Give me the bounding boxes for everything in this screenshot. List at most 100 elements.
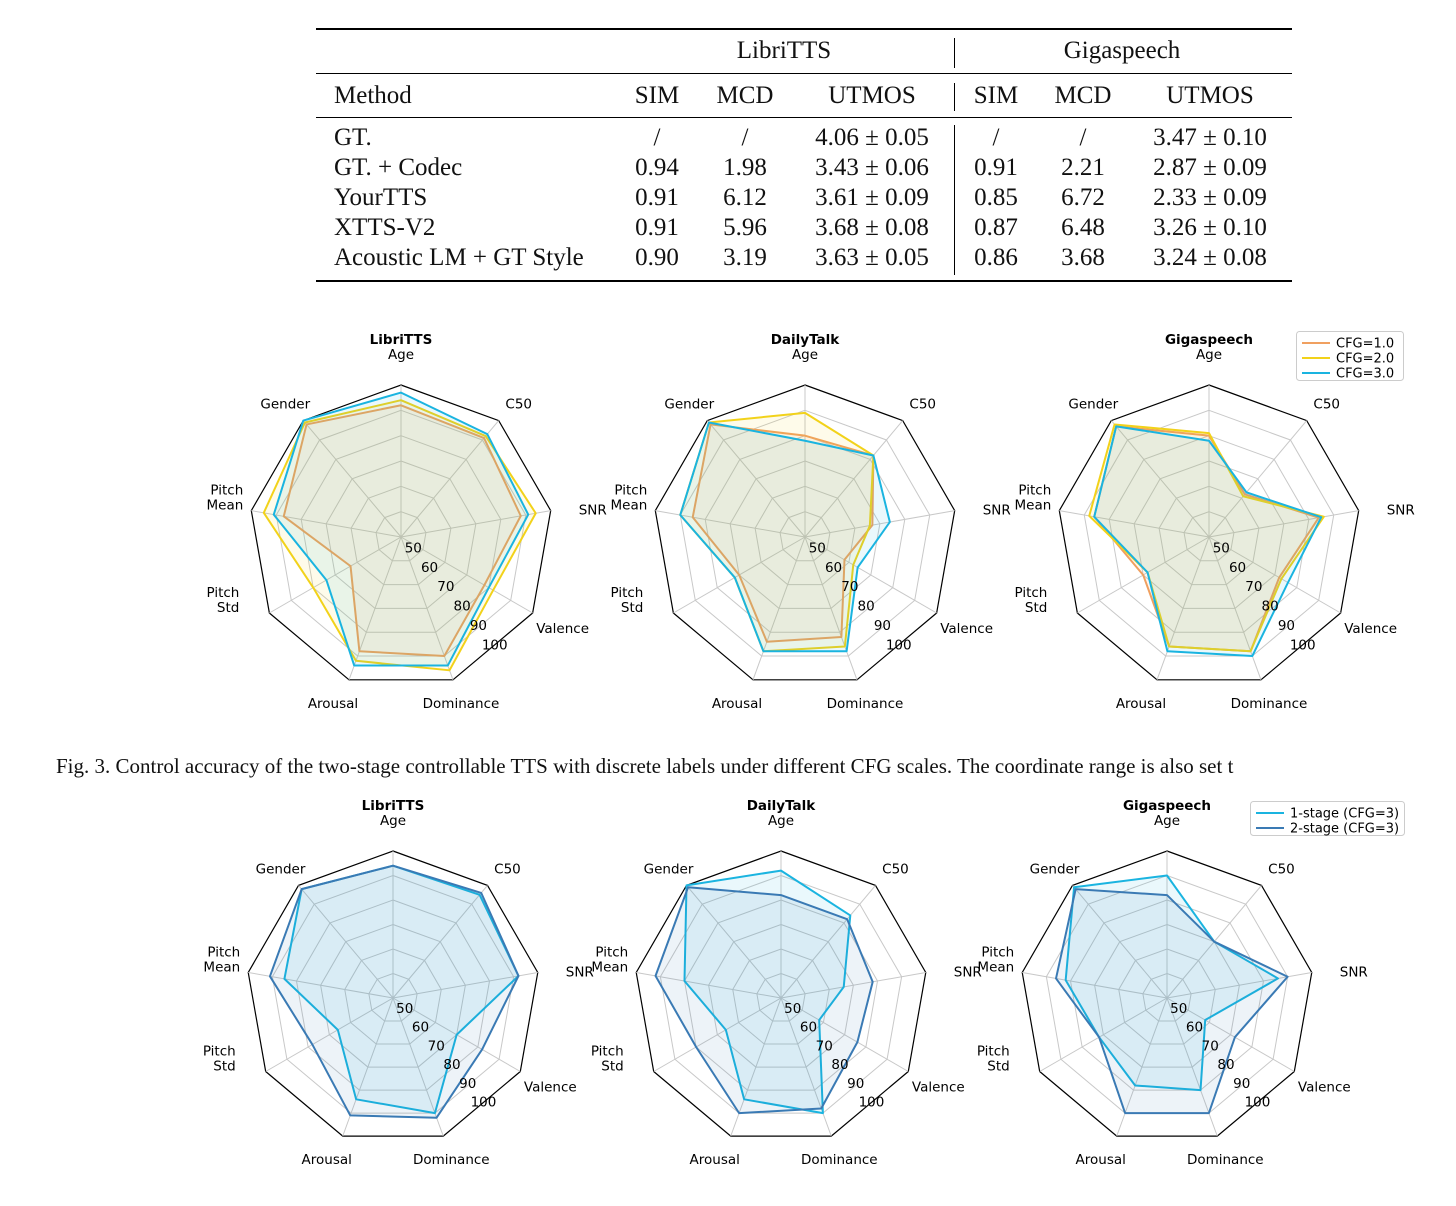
cell-giga-sim: 0.91 <box>974 154 1018 181</box>
cell-libri-mcd: 1.98 <box>723 154 767 181</box>
radar-axis-label: Gender <box>256 861 306 877</box>
results-table: LibriTTS Gigaspeech Method SIM MCD UTMOS… <box>316 28 1292 284</box>
cell-libri-mcd: 5.96 <box>723 214 767 241</box>
radar-axis-label: Pitch Std <box>977 1044 1010 1075</box>
radar-axis-label: C50 <box>882 861 909 877</box>
radar-gridline <box>704 435 906 633</box>
radar-gridline <box>1183 511 1235 562</box>
radar-axis-label: SNR <box>954 964 982 980</box>
radar-gridline <box>295 899 491 1091</box>
radar-tick-label: 80 <box>454 599 471 615</box>
radar-spoke <box>265 997 394 1072</box>
cell-giga-utmos: 2.33 ± 0.09 <box>1153 184 1267 211</box>
radar-series-cfg-1-0 <box>282 404 522 658</box>
radar-axis-label: Pitch Std <box>610 585 643 616</box>
cell-libri-utmos: 3.43 ± 0.06 <box>815 154 929 181</box>
radar-axis-label: Arousal <box>308 696 358 712</box>
cell-libri-sim: 0.90 <box>635 244 679 271</box>
radar-gridline <box>1108 435 1310 633</box>
radar-tick-label: 100 <box>471 1095 497 1111</box>
radar-axis-label: Valence <box>524 1080 577 1096</box>
cell-giga-utmos: 3.47 ± 0.10 <box>1153 124 1267 151</box>
radar-spoke <box>780 885 876 999</box>
radar-axis-label: Arousal <box>1116 696 1166 712</box>
radar-chart-title: LibriTTS <box>370 332 433 348</box>
radar-tick-label: 90 <box>1233 1076 1250 1092</box>
radar-spoke <box>1059 510 1210 538</box>
radar-gridline <box>344 948 442 1045</box>
radar-gridline <box>320 923 466 1068</box>
radar-axis-label: Arousal <box>690 1152 740 1168</box>
group-header-libritts: LibriTTS <box>736 37 832 64</box>
radar-tick-label: 100 <box>482 637 508 653</box>
radar-spoke <box>302 420 402 538</box>
cell-libri-sim: / <box>653 124 661 151</box>
radar-series-1-stage-cfg-3- <box>1064 874 1279 1092</box>
cell-giga-sim: 0.85 <box>974 184 1018 211</box>
radar-axis-label: Age <box>380 813 406 829</box>
legend-label: CFG=1.0 <box>1336 337 1394 352</box>
radar-chart-title: Gigaspeech <box>1165 332 1253 348</box>
cell-giga-sim: 0.86 <box>974 244 1018 271</box>
radar-tick-label: 80 <box>1262 599 1279 615</box>
radar-tick-label: 70 <box>428 1038 445 1054</box>
radar-spoke <box>400 510 551 538</box>
radar-gridline <box>679 409 931 657</box>
radar-axis-label: Age <box>1154 813 1180 829</box>
radar-gridline <box>375 511 427 562</box>
radar-tick-label: 90 <box>847 1076 864 1092</box>
radar-tick-label: 60 <box>825 560 842 576</box>
radar-chart-title: Gigaspeech <box>1123 798 1211 814</box>
cell-giga-mcd: 3.68 <box>1061 244 1105 271</box>
radar-gridline <box>325 460 477 609</box>
cell-giga-mcd: 6.48 <box>1061 214 1105 241</box>
radar-tick-label: 50 <box>1170 1001 1187 1017</box>
radar-chart-title: DailyTalk <box>747 798 817 814</box>
radar-tick-label: 100 <box>1290 637 1316 653</box>
radar-axis-label: Valence <box>1298 1080 1351 1096</box>
radar-tick-label: 100 <box>1245 1095 1271 1111</box>
radar-axis-label: Pitch Std <box>591 1044 624 1075</box>
table-bottom-rule <box>316 280 1292 282</box>
radar-series-1-stage-cfg-3- <box>283 864 520 1115</box>
radar-tick-label: 80 <box>1217 1057 1234 1073</box>
radar-tick-label: 50 <box>396 1001 413 1017</box>
radar-gridline <box>350 485 452 586</box>
radar-tick-label: 60 <box>1186 1020 1203 1036</box>
radar-spoke <box>348 536 402 681</box>
cell-method: YourTTS <box>334 184 428 211</box>
cell-giga-mcd: 2.21 <box>1061 154 1105 181</box>
radar-tick-label: 50 <box>784 1001 801 1017</box>
radar-axis-label: SNR <box>983 503 1011 519</box>
cell-libri-sim: 0.91 <box>635 184 679 211</box>
radar-spoke <box>400 420 500 538</box>
radar-axis-label: Pitch Mean <box>203 944 240 975</box>
radar-axis-label: Pitch Mean <box>207 483 244 514</box>
radar-gridline <box>300 435 502 633</box>
radar-gridline <box>1118 948 1216 1045</box>
radar-axis-label: Dominance <box>827 696 904 712</box>
radar-spoke <box>1072 885 1168 999</box>
cell-method: XTTS-V2 <box>334 214 436 241</box>
radar-gridline <box>1158 485 1260 586</box>
cell-libri-utmos: 4.06 ± 0.05 <box>815 124 929 151</box>
cell-giga-utmos: 2.87 ± 0.09 <box>1153 154 1267 181</box>
radar-tick-label: 60 <box>421 560 438 576</box>
radar-outer-frame <box>654 384 956 681</box>
radar-axis-label: Dominance <box>423 696 500 712</box>
radar-tick-label: 60 <box>412 1020 429 1036</box>
radar-spoke <box>804 420 904 538</box>
radar-spoke <box>653 997 782 1072</box>
radar-axis-label: Valence <box>536 621 589 637</box>
col-libri-sim: SIM <box>634 82 680 109</box>
radar-axis-label: Dominance <box>1231 696 1308 712</box>
cell-libri-utmos: 3.68 ± 0.08 <box>815 214 929 241</box>
radar-spoke <box>706 420 806 538</box>
radar-axis-label: C50 <box>909 397 936 413</box>
radar-tick-label: 50 <box>809 540 826 556</box>
cell-libri-utmos: 3.63 ± 0.05 <box>815 244 929 271</box>
radar-axis-label: Arousal <box>302 1152 352 1168</box>
radar-outer-frame <box>247 850 539 1137</box>
cell-giga-mcd: / <box>1079 124 1087 151</box>
